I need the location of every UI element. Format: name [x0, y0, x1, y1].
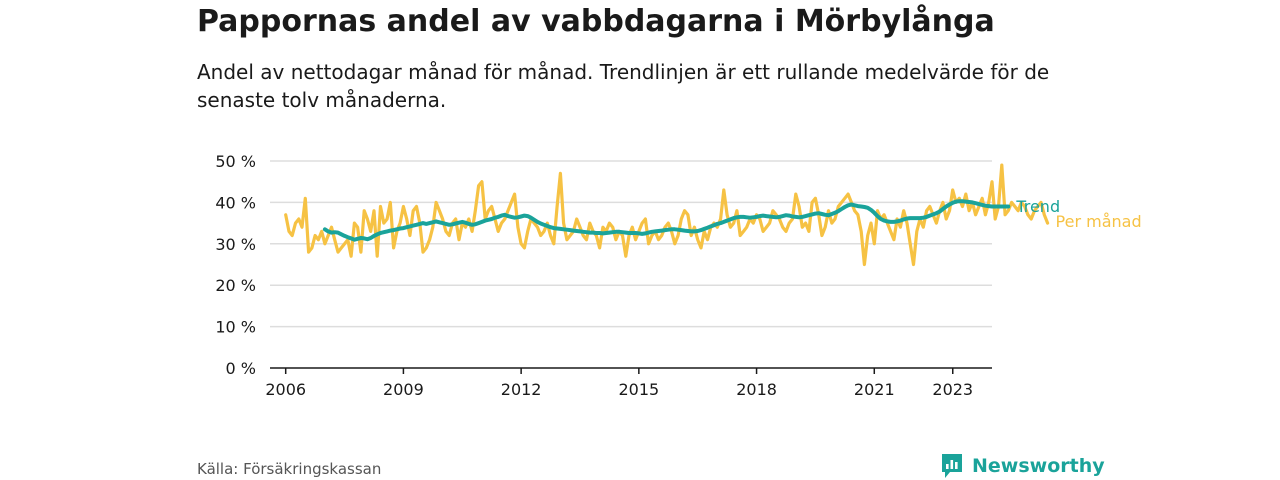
x-tick-label: 2015	[618, 380, 659, 399]
x-tick-label: 2018	[736, 380, 777, 399]
newsworthy-logo: Newsworthy	[940, 452, 1105, 480]
x-tick-label: 2009	[383, 380, 424, 399]
chart-subtitle: Andel av nettodagar månad för månad. Tre…	[197, 60, 1050, 112]
x-tick-label: 2021	[854, 380, 895, 399]
newsworthy-logo-icon	[942, 454, 962, 478]
y-tick-label: 10 %	[215, 318, 256, 337]
x-tick-label: 2006	[265, 380, 306, 399]
gridlines	[270, 160, 992, 328]
x-axis: 2006 2009 2012 2015 2018 2021 2023	[265, 367, 992, 399]
y-tick-label: 50 %	[215, 152, 256, 171]
monthly-label: Per månad	[1056, 212, 1142, 231]
y-axis-ticks: 0 % 10 % 20 % 30 % 40 % 50 %	[215, 152, 256, 378]
y-tick-label: 0 %	[226, 359, 256, 378]
brand-name: Newsworthy	[972, 455, 1105, 477]
trend-line	[322, 199, 1011, 242]
series-lines	[284, 163, 1050, 267]
y-tick-label: 30 %	[215, 235, 256, 254]
x-tick-label: 2023	[932, 380, 973, 399]
source-note: Källa: Försäkringskassan	[197, 460, 382, 478]
y-tick-label: 20 %	[215, 276, 256, 295]
trend-label: Trend	[1015, 197, 1060, 216]
chart-title: Pappornas andel av vabbdagarna i Mörbylå…	[197, 4, 995, 39]
x-tick-label: 2012	[501, 380, 542, 399]
y-tick-label: 40 %	[215, 193, 256, 212]
monthly-line	[284, 163, 1050, 267]
